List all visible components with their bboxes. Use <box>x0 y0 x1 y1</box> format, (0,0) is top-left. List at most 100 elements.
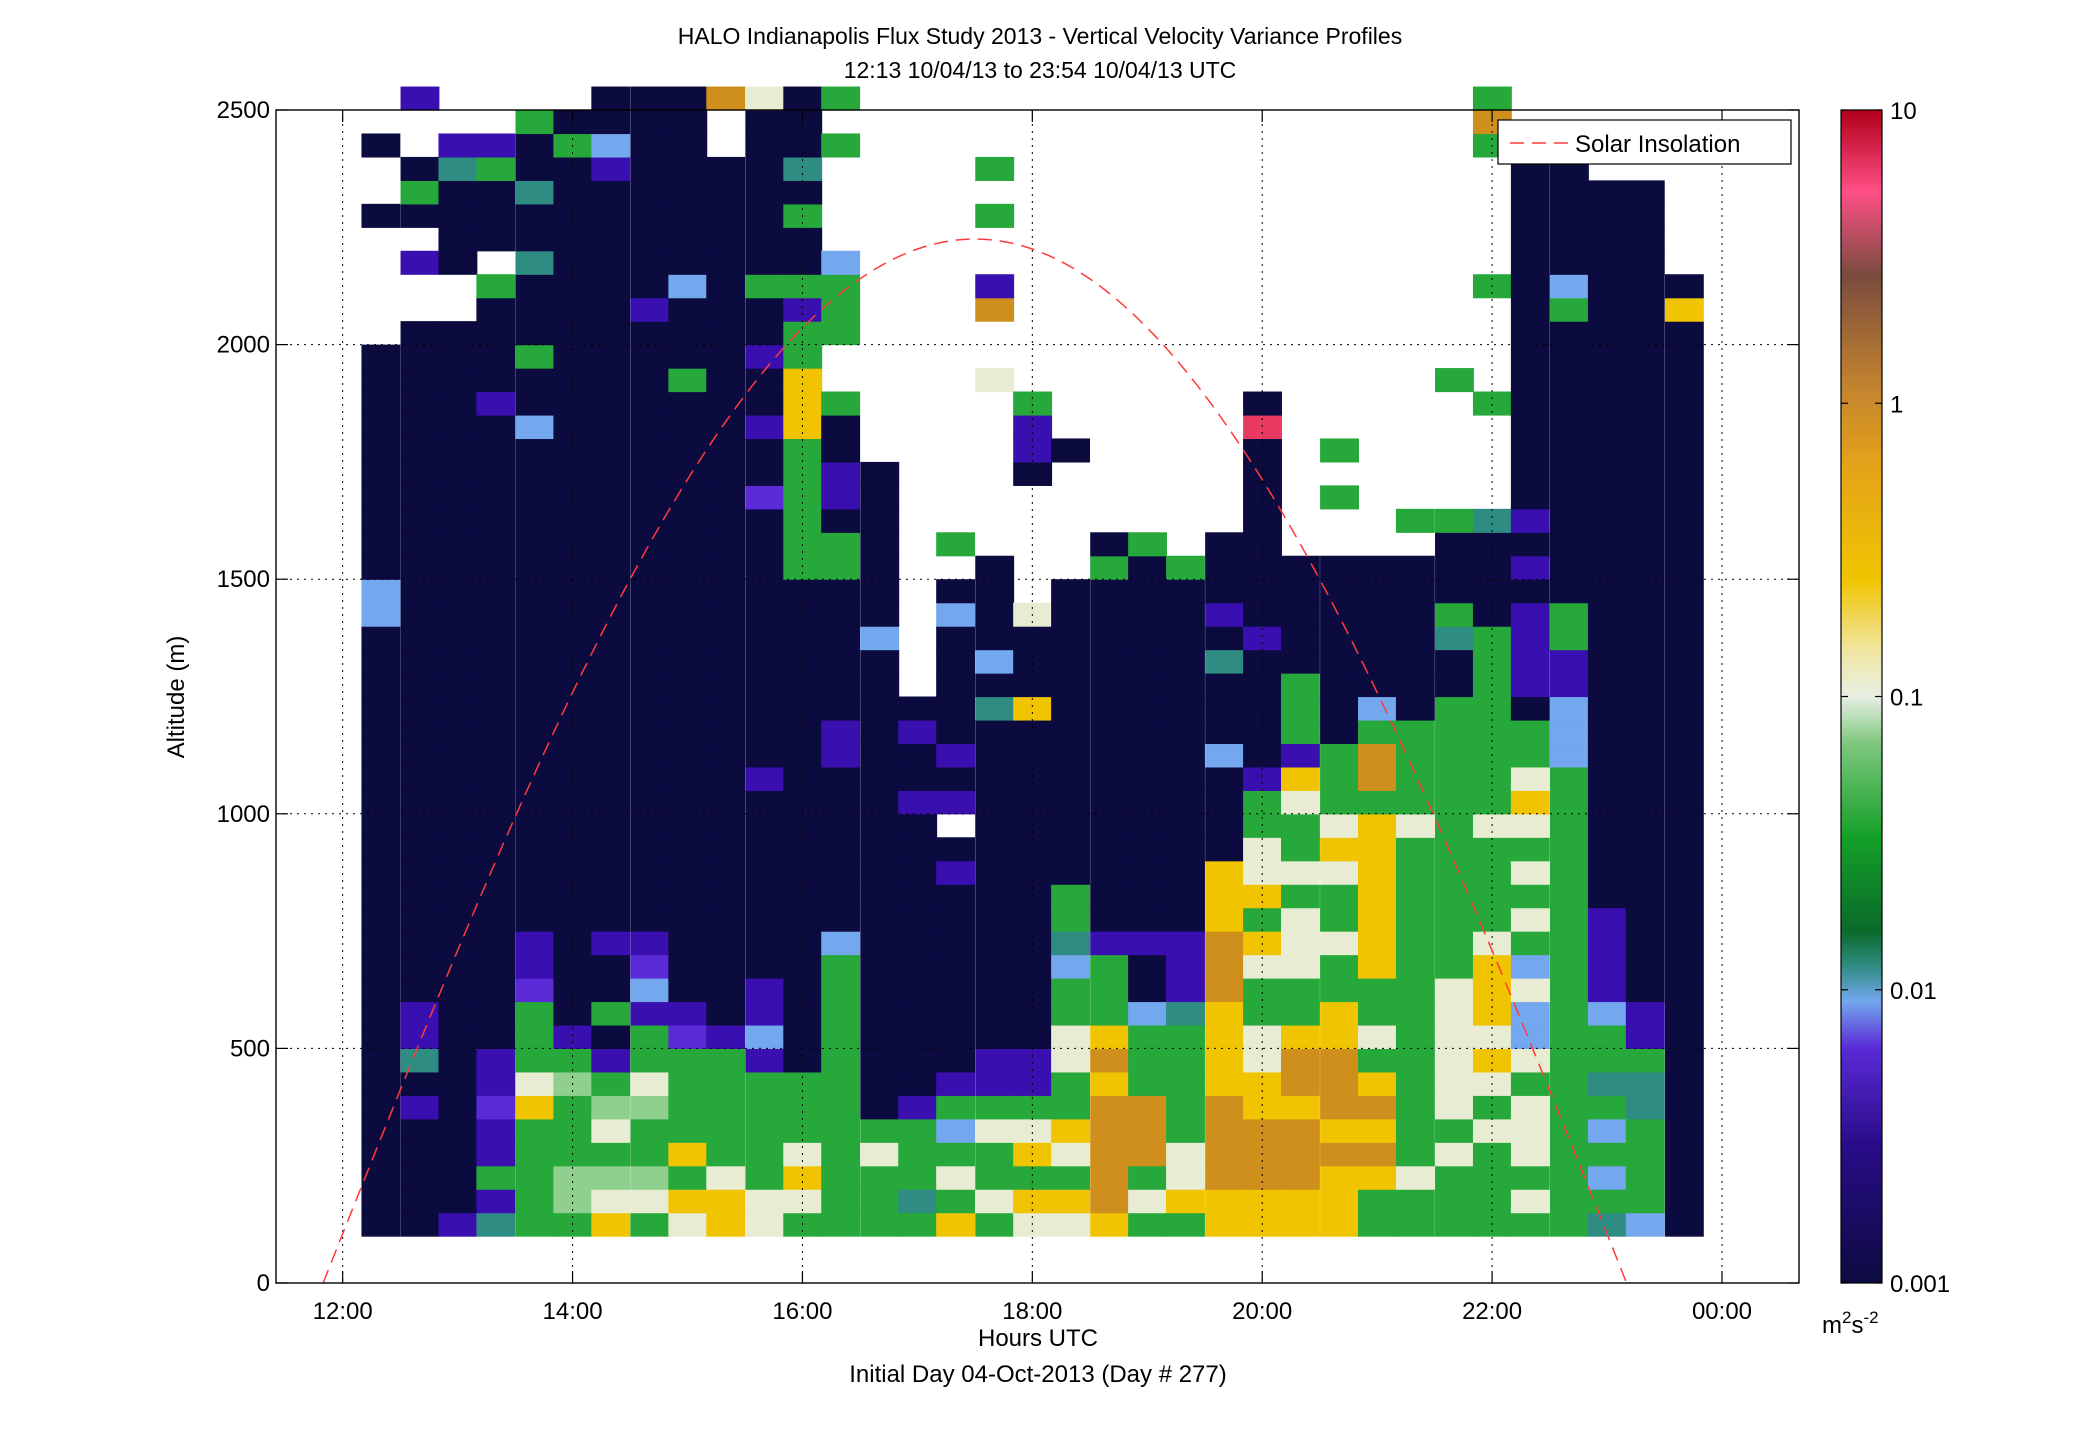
heatmap-cell <box>630 907 670 932</box>
heatmap-cell <box>438 954 478 979</box>
heatmap-cell <box>1472 978 1512 1003</box>
heatmap-cell <box>553 837 593 862</box>
heatmap-cell <box>476 1048 516 1073</box>
heatmap-cell <box>438 1189 478 1214</box>
heatmap-cell <box>630 673 670 698</box>
heatmap-cell <box>706 884 746 909</box>
heatmap-cell <box>1281 579 1320 604</box>
heatmap-cell <box>438 414 478 440</box>
heatmap-cell <box>1358 1048 1397 1073</box>
heatmap-cell <box>1243 907 1282 932</box>
heatmap-cell <box>1510 180 1550 205</box>
heatmap-cell <box>361 602 401 627</box>
heatmap-cell <box>1358 978 1397 1003</box>
heatmap-cell <box>706 250 746 275</box>
heatmap-cell <box>745 602 785 627</box>
heatmap-cell <box>745 813 785 838</box>
heatmap-cell <box>400 321 440 346</box>
heatmap-cell <box>1281 673 1320 698</box>
heatmap-cell <box>438 321 478 346</box>
heatmap-cell <box>1051 766 1090 791</box>
heatmap-cell <box>1625 719 1665 745</box>
heatmap-cell <box>1166 602 1205 627</box>
heatmap-cell <box>438 626 478 651</box>
heatmap-cell <box>1664 555 1704 580</box>
heatmap-cell <box>591 1095 631 1120</box>
heatmap-cell <box>668 790 708 815</box>
heatmap-cell <box>438 837 478 862</box>
heatmap-cell <box>668 1071 708 1096</box>
heatmap-cell <box>975 813 1015 838</box>
heatmap-cell <box>821 602 861 627</box>
heatmap-cell <box>1395 954 1435 979</box>
heatmap-cell <box>400 1212 440 1237</box>
heatmap-cell <box>1625 626 1665 651</box>
heatmap-cell <box>783 837 823 862</box>
heatmap-cell <box>668 813 708 838</box>
heatmap-cell <box>1549 227 1589 252</box>
heatmap-cell <box>668 931 708 956</box>
heatmap-cell <box>400 579 440 604</box>
heatmap-cell <box>1472 86 1512 111</box>
heatmap-cell <box>1435 1142 1474 1167</box>
heatmap-cell <box>706 696 746 721</box>
heatmap-cell <box>975 790 1015 815</box>
heatmap-cell <box>706 1165 746 1190</box>
heatmap-cell <box>591 368 631 393</box>
heatmap-cell <box>630 837 670 862</box>
heatmap-cell <box>476 368 516 393</box>
heatmap-cell <box>898 954 938 979</box>
heatmap-cell <box>745 368 785 393</box>
heatmap-cell <box>1664 860 1704 885</box>
heatmap-cell <box>630 954 670 979</box>
heatmap-cell <box>821 626 861 651</box>
heatmap-cell <box>1128 602 1168 627</box>
heatmap-cell <box>1243 1118 1282 1143</box>
heatmap-cell <box>1051 907 1090 932</box>
heatmap-cell <box>476 978 516 1003</box>
heatmap-cell <box>898 907 938 932</box>
heatmap-cell <box>591 813 631 838</box>
heatmap-cell <box>936 1071 976 1096</box>
heatmap-cell <box>1435 673 1474 698</box>
heatmap-cell <box>668 461 708 486</box>
heatmap-cell <box>706 274 746 299</box>
heatmap-cell <box>1587 743 1627 768</box>
heatmap-cell <box>860 579 900 604</box>
heatmap-cell <box>1587 227 1627 252</box>
y-tick-label: 1500 <box>217 566 270 593</box>
heatmap-cell <box>591 344 631 369</box>
heatmap-cell <box>1358 790 1397 815</box>
heatmap-cell <box>1510 368 1550 393</box>
heatmap-cell <box>1051 1095 1090 1120</box>
heatmap-cell <box>1166 626 1205 651</box>
heatmap-cell <box>1664 907 1704 932</box>
heatmap-cell <box>1166 837 1205 862</box>
heatmap-cell <box>860 602 900 627</box>
heatmap-cell <box>1281 860 1320 885</box>
heatmap-cell <box>476 1142 516 1167</box>
heatmap-cell <box>745 1118 785 1143</box>
heatmap-cell <box>591 649 631 674</box>
heatmap-cell <box>1435 719 1474 745</box>
heatmap-cell <box>860 532 900 557</box>
heatmap-cell <box>821 1048 861 1073</box>
heatmap-cell <box>1587 368 1627 393</box>
heatmap-cell <box>1625 1142 1665 1167</box>
heatmap-cell <box>476 297 516 322</box>
heatmap-cell <box>745 414 785 440</box>
heatmap-cell <box>898 1212 938 1237</box>
heatmap-cell <box>936 860 976 885</box>
heatmap-cell <box>745 1095 785 1120</box>
heatmap-cell <box>1549 274 1589 299</box>
heatmap-cell <box>630 1142 670 1167</box>
heatmap-cell <box>821 766 861 791</box>
heatmap-cell <box>1472 1165 1512 1190</box>
heatmap-cell <box>1205 1095 1245 1120</box>
heatmap-cell <box>1549 532 1589 557</box>
heatmap-cell <box>1510 884 1550 909</box>
heatmap-cell <box>668 485 708 510</box>
heatmap-cell <box>515 931 555 956</box>
heatmap-cell <box>438 696 478 721</box>
x-tick-label: 20:00 <box>1232 1298 1292 1325</box>
